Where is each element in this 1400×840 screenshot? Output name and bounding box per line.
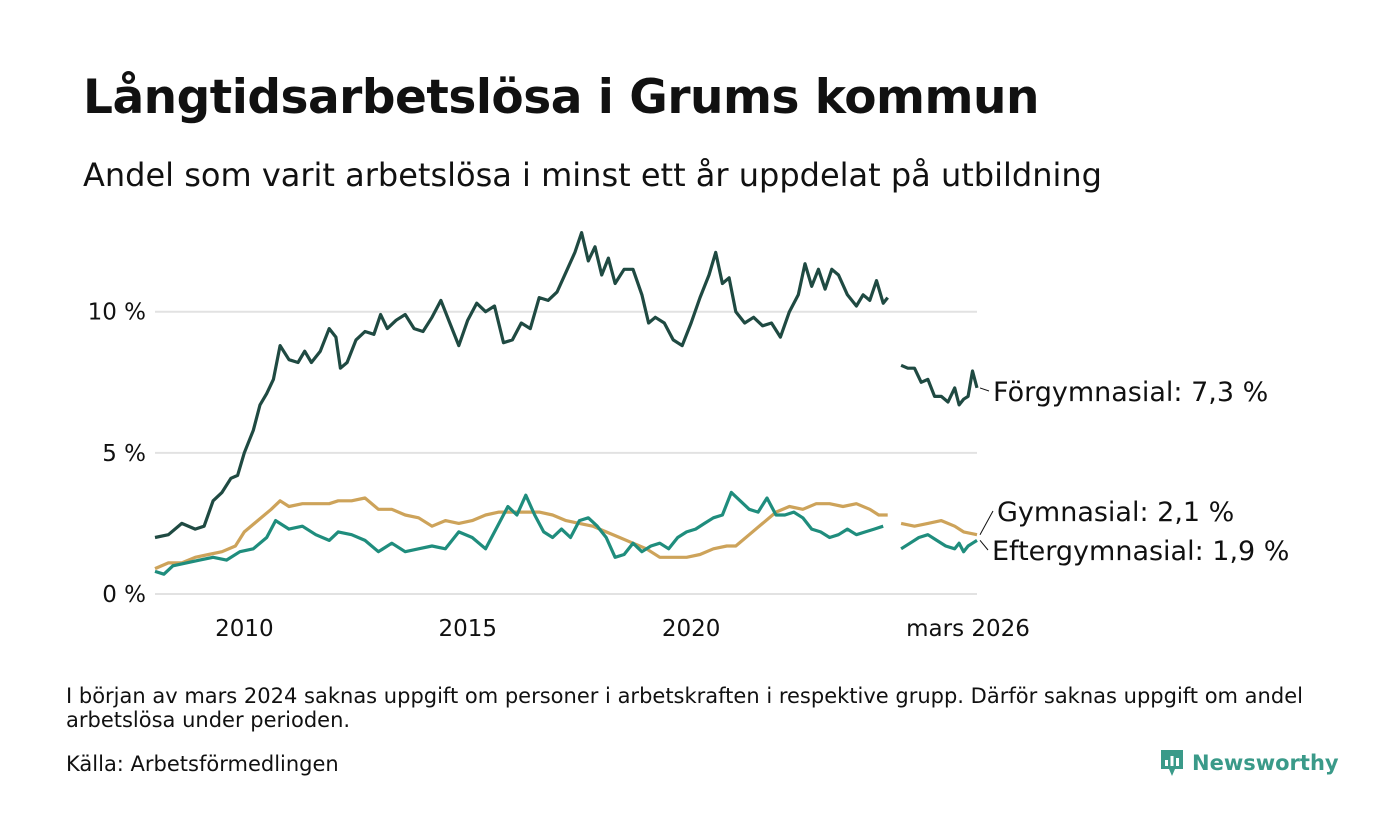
series-labels: Förgymnasial: 7,3 % Gymnasial: 2,1 % Efter… [979, 377, 1289, 567]
y-tick-label: 10 % [88, 300, 146, 326]
series-line-eftergymnasial [154, 490, 884, 576]
newsworthy-logo-icon [1161, 750, 1183, 776]
series-end-label: Förgymnasial: 7,3 % [993, 377, 1268, 408]
chart-subtitle: Andel som varit arbetslösa i minst ett å… [83, 156, 1102, 194]
label-leader-line [979, 387, 990, 392]
source-credit: Källa: Arbetsförmedlingen [66, 752, 339, 776]
series-line-eftergymnasial [900, 533, 978, 554]
series-line-förgymnasial [900, 363, 979, 407]
footnote: I början av mars 2024 saknas uppgift om … [66, 684, 1303, 732]
y-tick-label: 0 % [102, 582, 146, 608]
x-tick-label: 2020 [662, 616, 721, 642]
label-leader-line [979, 540, 989, 551]
brand-name: Newsworthy [1192, 751, 1339, 775]
x-tick-label: mars 2026 [906, 616, 1030, 642]
chart-title: Långtidsarbetslösa i Grums kommun [83, 70, 1039, 125]
label-leader-line [979, 510, 994, 535]
brand-logo[interactable]: Newsworthy [1159, 748, 1339, 778]
y-axis-ticks: 0 % 5 % 10 % [88, 300, 146, 608]
y-tick-label: 5 % [102, 441, 146, 467]
series-lines [154, 231, 979, 576]
x-tick-label: 2010 [215, 616, 274, 642]
x-tick-label: 2015 [438, 616, 497, 642]
series-line-förgymnasial [154, 231, 889, 540]
series-end-label: Gymnasial: 2,1 % [997, 497, 1234, 528]
x-axis-ticks: 2010 2015 2020 mars 2026 [215, 616, 1030, 642]
series-line-gymnasial [900, 519, 978, 537]
series-end-label: Eftergymnasial: 1,9 % [992, 536, 1289, 567]
gridlines [155, 310, 977, 595]
